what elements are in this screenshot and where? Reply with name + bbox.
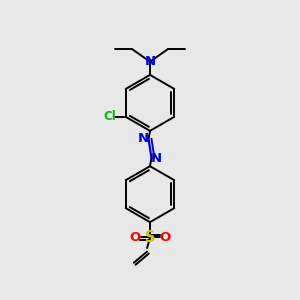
Text: Cl: Cl (103, 110, 116, 123)
Text: O: O (129, 231, 140, 244)
Text: S: S (145, 230, 155, 245)
Text: N: N (138, 132, 149, 145)
Text: N: N (151, 152, 162, 165)
Text: N: N (144, 55, 156, 68)
Text: O: O (160, 231, 171, 244)
